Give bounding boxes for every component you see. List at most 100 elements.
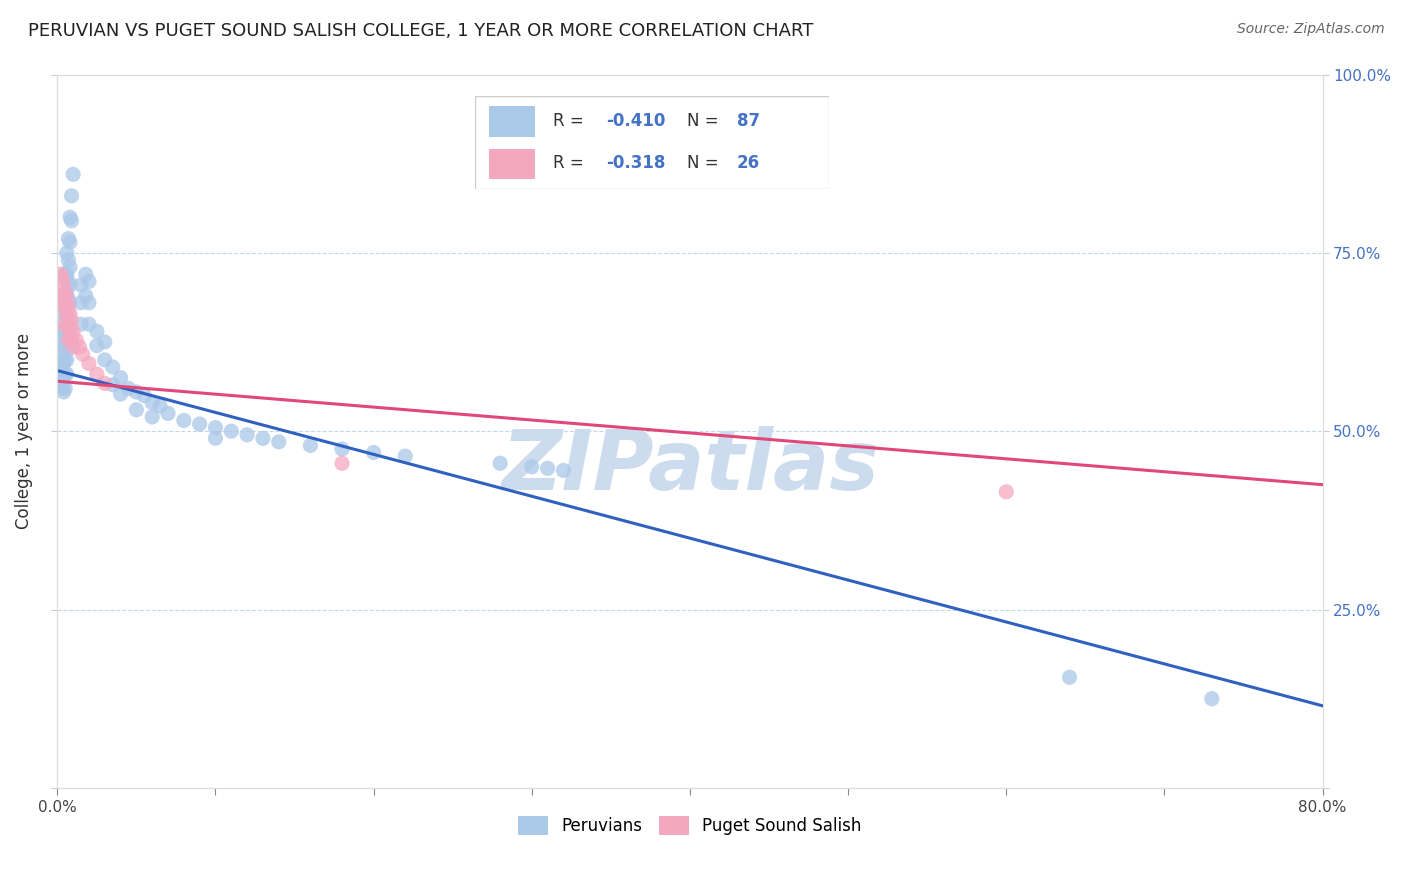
- Point: [58, 299, 80, 313]
- Point: [52, 295, 75, 310]
- Point: [125, 402, 148, 417]
- Point: [62, 324, 84, 338]
- Point: [363, 445, 385, 459]
- Legend: Peruvians, Puget Sound Salish: Peruvians, Puget Sound Salish: [510, 808, 870, 844]
- Point: [75, 267, 97, 281]
- Point: [52, 356, 75, 370]
- Point: [117, 381, 139, 395]
- Point: [51, 288, 73, 302]
- Point: [58, 292, 80, 306]
- Point: [56, 267, 79, 281]
- Point: [70, 295, 93, 310]
- Point: [77, 295, 100, 310]
- Point: [94, 352, 117, 367]
- Point: [252, 431, 274, 445]
- Point: [520, 459, 543, 474]
- Point: [86, 338, 108, 352]
- Point: [52, 277, 75, 292]
- Point: [299, 438, 322, 452]
- Point: [58, 333, 80, 347]
- Point: [56, 292, 79, 306]
- Point: [188, 417, 211, 431]
- Point: [69, 340, 91, 354]
- Point: [53, 367, 76, 381]
- Point: [110, 387, 132, 401]
- Point: [72, 347, 94, 361]
- Point: [51, 367, 73, 381]
- Point: [52, 384, 75, 399]
- Point: [51, 338, 73, 352]
- Point: [59, 277, 82, 292]
- Point: [56, 320, 79, 334]
- Text: Source: ZipAtlas.com: Source: ZipAtlas.com: [1237, 22, 1385, 37]
- Point: [219, 424, 242, 438]
- Point: [94, 376, 117, 391]
- Point: [173, 413, 195, 427]
- Point: [58, 327, 80, 342]
- Point: [489, 456, 512, 470]
- Point: [52, 327, 75, 342]
- Point: [149, 399, 172, 413]
- Point: [56, 245, 79, 260]
- Point: [52, 342, 75, 356]
- Point: [53, 352, 76, 367]
- Point: [330, 456, 353, 470]
- Point: [141, 395, 163, 409]
- Point: [59, 295, 82, 310]
- Point: [204, 420, 226, 434]
- Point: [51, 352, 73, 367]
- Point: [77, 317, 100, 331]
- Point: [60, 313, 83, 327]
- Point: [59, 306, 82, 320]
- Point: [52, 295, 75, 310]
- Point: [77, 274, 100, 288]
- Point: [59, 235, 82, 249]
- Point: [53, 338, 76, 352]
- Point: [60, 188, 83, 202]
- Point: [204, 431, 226, 445]
- Point: [51, 324, 73, 338]
- Point: [60, 331, 83, 345]
- Point: [59, 323, 82, 337]
- Point: [75, 288, 97, 302]
- Point: [110, 370, 132, 384]
- Y-axis label: College, 1 year or more: College, 1 year or more: [15, 333, 32, 529]
- Point: [267, 434, 290, 449]
- Point: [70, 317, 93, 331]
- Point: [101, 377, 124, 392]
- Text: ZIPatlas: ZIPatlas: [501, 426, 879, 508]
- Point: [51, 270, 73, 285]
- Point: [53, 324, 76, 338]
- Point: [49, 377, 72, 392]
- Point: [56, 302, 79, 317]
- Point: [86, 367, 108, 381]
- Point: [236, 427, 259, 442]
- Point: [53, 318, 76, 333]
- Point: [134, 388, 156, 402]
- Point: [56, 310, 79, 324]
- Point: [53, 381, 76, 395]
- Point: [553, 463, 575, 477]
- Point: [49, 267, 72, 281]
- Point: [125, 384, 148, 399]
- Point: [1059, 670, 1081, 684]
- Point: [53, 306, 76, 320]
- Point: [70, 277, 93, 292]
- Point: [62, 167, 84, 181]
- Point: [53, 285, 76, 299]
- Point: [56, 285, 79, 299]
- Point: [157, 406, 180, 420]
- Point: [62, 340, 84, 354]
- Point: [1201, 691, 1223, 706]
- Point: [59, 260, 82, 274]
- Point: [56, 334, 79, 349]
- Point: [53, 288, 76, 302]
- Point: [51, 381, 73, 395]
- Point: [58, 310, 80, 324]
- Point: [995, 484, 1018, 499]
- Point: [59, 210, 82, 224]
- Point: [141, 409, 163, 424]
- Point: [52, 370, 75, 384]
- Point: [77, 356, 100, 370]
- Point: [49, 367, 72, 381]
